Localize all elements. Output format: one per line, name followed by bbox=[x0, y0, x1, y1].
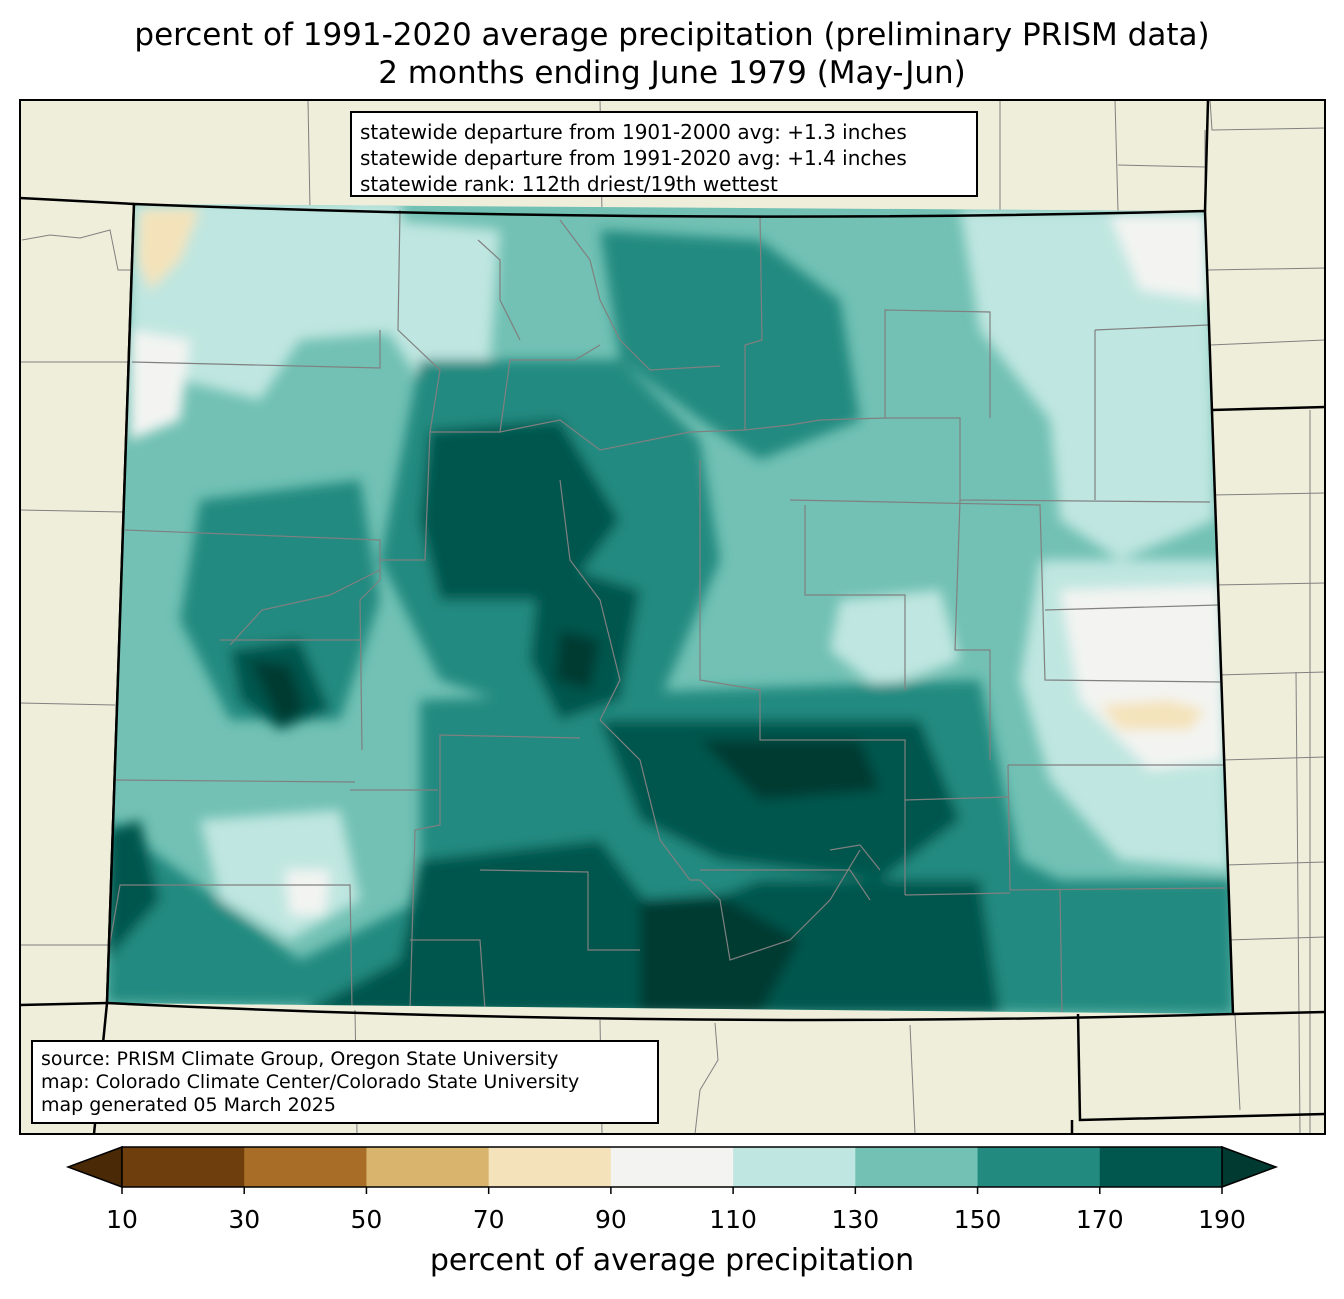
map-frame-border bbox=[19, 99, 1326, 1135]
field-150-170-north bbox=[600, 230, 860, 460]
colorbar-segment bbox=[244, 1147, 367, 1187]
map-title-line1: percent of 1991-2020 average precipitati… bbox=[134, 17, 1210, 53]
field-70-90-e bbox=[1100, 700, 1205, 730]
colorbar-segment bbox=[122, 1147, 245, 1187]
colorbar-segment bbox=[1099, 1147, 1223, 1187]
field-90-110-nw bbox=[130, 330, 190, 440]
field-over-190-south bbox=[640, 895, 800, 1014]
stats-departure-1991-2020: statewide departure from 1991-2020 avg: … bbox=[360, 146, 907, 170]
colorbar-outline bbox=[121, 1146, 1223, 1188]
colorbar-tick-label: 170 bbox=[1075, 1205, 1124, 1234]
colorbar-over-arrow bbox=[1221, 1145, 1279, 1189]
statewide-stats-box: statewide departure from 1901-2000 avg: … bbox=[350, 111, 978, 197]
field-170-190-sw-edge bbox=[107, 820, 160, 960]
colorbar-segment bbox=[977, 1147, 1101, 1187]
colorbar-tick-label: 110 bbox=[709, 1205, 757, 1234]
colorbar-segment bbox=[733, 1147, 856, 1187]
colorbar-tick-label: 130 bbox=[831, 1205, 880, 1234]
field-170-190-south-central bbox=[600, 720, 960, 880]
source-credit: source: PRISM Climate Group, Oregon Stat… bbox=[41, 1048, 559, 1070]
map-title-line2: 2 months ending June 1979 (May-Jun) bbox=[378, 55, 966, 91]
colorbar-segment bbox=[488, 1147, 612, 1187]
colorado-state-border bbox=[105, 202, 1235, 1022]
colorbar-tick-label: 30 bbox=[228, 1205, 261, 1234]
field-150-170-west bbox=[180, 480, 380, 720]
field-over-190-west bbox=[250, 660, 305, 725]
colorado-county-lines bbox=[107, 209, 1226, 1014]
map-credit: map: Colorado Climate Center/Colorado St… bbox=[41, 1071, 580, 1093]
colorbar-under-arrow bbox=[65, 1145, 123, 1189]
colorbar-tick-label: 50 bbox=[350, 1205, 383, 1234]
stats-rank: statewide rank: 112th driest/19th wettes… bbox=[360, 172, 778, 196]
source-box: source: PRISM Climate Group, Oregon Stat… bbox=[31, 1040, 659, 1124]
field-110-130-central bbox=[830, 590, 960, 690]
field-90-110-sw bbox=[285, 870, 330, 915]
colorbar-segment bbox=[610, 1147, 734, 1187]
colorbar-tick-label: 70 bbox=[472, 1205, 505, 1234]
map-generated-date: map generated 05 March 2025 bbox=[41, 1094, 336, 1116]
colorbar-label: percent of average precipitation bbox=[429, 1243, 915, 1278]
precipitation-field bbox=[107, 204, 1233, 1014]
colorbar-tick-label: 150 bbox=[953, 1205, 1002, 1234]
stats-departure-1901-2000: statewide departure from 1901-2000 avg: … bbox=[360, 120, 907, 144]
colorbar-tick-label: 190 bbox=[1198, 1205, 1246, 1234]
field-170-190-north-central bbox=[420, 420, 620, 600]
field-over-190-central bbox=[555, 630, 600, 690]
field-70-90-nw bbox=[138, 208, 200, 290]
colorbar bbox=[65, 1145, 1279, 1194]
colorbar-tick-label: 10 bbox=[106, 1205, 138, 1234]
field-110-130-nw bbox=[130, 204, 420, 420]
field-110-130-ne bbox=[960, 210, 1215, 560]
field-110-130-north bbox=[380, 220, 500, 380]
colorbar-tick-label: 90 bbox=[594, 1205, 627, 1234]
colorbar-segment bbox=[366, 1147, 490, 1187]
field-over-190-south-central bbox=[700, 740, 880, 800]
field-90-110-ne bbox=[1110, 215, 1208, 300]
colorbar-segment bbox=[855, 1147, 979, 1187]
